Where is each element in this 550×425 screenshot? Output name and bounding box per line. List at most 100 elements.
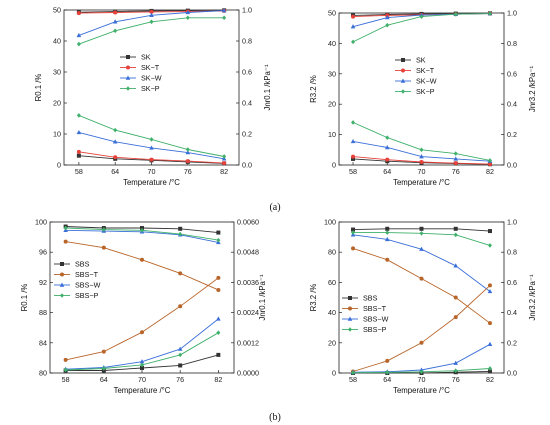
x-axis-label: Temperature /°C	[393, 386, 450, 395]
data-point	[149, 19, 154, 25]
y-right-tick-label: 0.6	[507, 278, 517, 287]
data-point	[113, 127, 118, 133]
chart-panel-3: 80 84 88 92 96 100 0.0000 0.0012 0.0024 0.0036 0.0…	[20, 218, 267, 396]
y-left-tick-label: 88	[39, 308, 47, 317]
data-point	[149, 12, 154, 17]
data-point	[112, 139, 118, 144]
data-point	[178, 352, 183, 358]
legend-label: SBS	[363, 294, 378, 303]
y-left-tick-label: 40	[53, 37, 61, 46]
data-point	[419, 226, 424, 231]
data-point	[487, 283, 492, 288]
legend-label: SBS−P	[363, 325, 387, 334]
data-point	[177, 346, 183, 351]
data-point	[185, 147, 190, 152]
legend-marker	[60, 293, 64, 298]
legend-label: SBS−T	[75, 270, 99, 279]
data-point	[178, 363, 183, 368]
x-tick-label: 64	[383, 375, 391, 384]
legend-label: SK−P	[141, 84, 160, 93]
data-point	[453, 11, 458, 17]
legend-label: SK	[416, 56, 426, 65]
x-axis-label: Temperature /°C	[393, 178, 450, 187]
data-point	[351, 154, 356, 159]
data-point	[350, 138, 356, 144]
x-tick-label: 70	[418, 375, 426, 384]
legend-label: SBS−W	[75, 281, 101, 290]
data-point	[101, 227, 106, 232]
data-point	[419, 14, 424, 19]
data-point	[139, 359, 145, 364]
y-left-axis-label: R3.2 /%	[309, 284, 318, 312]
data-point	[178, 226, 183, 231]
data-point	[385, 257, 390, 262]
data-point	[385, 135, 390, 140]
x-tick-label: 82	[486, 167, 494, 176]
x-tick-label: 76	[184, 167, 192, 176]
panel-label-b: (b)	[269, 412, 281, 423]
y-right-tick-label: 0.0060	[237, 218, 259, 227]
data-point	[453, 295, 458, 300]
series-line	[78, 114, 225, 157]
data-point	[419, 340, 424, 345]
y-left-tick-label: 60	[328, 278, 336, 287]
data-point	[149, 145, 154, 150]
series-left-3	[76, 15, 227, 47]
y-left-tick-label: 50	[53, 6, 61, 15]
data-point	[101, 245, 106, 250]
data-point	[419, 369, 424, 375]
y-right-tick-label: 0.0	[242, 161, 252, 170]
series-left-1	[63, 239, 221, 292]
series-left-3	[351, 11, 492, 45]
data-point	[149, 157, 154, 162]
data-point	[453, 161, 458, 166]
data-point	[419, 246, 424, 251]
data-point	[384, 236, 390, 242]
y-right-tick-label: 0.0000	[237, 369, 259, 378]
y-right-tick-label: 0.0	[507, 369, 517, 378]
data-point	[112, 19, 118, 24]
legend-marker	[348, 327, 352, 332]
data-point	[216, 352, 221, 357]
data-point	[149, 9, 154, 14]
data-point	[453, 151, 458, 156]
y-left-tick-label: 80	[328, 248, 336, 257]
x-tick-label: 76	[176, 375, 184, 384]
y-left-tick-label: 20	[328, 100, 336, 109]
y-right-tick-label: 0.2	[242, 130, 252, 139]
series-left-2	[350, 232, 493, 294]
data-point	[178, 304, 183, 309]
data-point	[487, 158, 492, 163]
x-tick-label: 64	[100, 375, 108, 384]
data-point	[63, 239, 68, 244]
legend-label: SK−P	[416, 87, 435, 96]
data-point	[419, 154, 424, 159]
data-point	[76, 32, 82, 38]
series-left-3	[351, 230, 492, 248]
series-right-3	[351, 366, 492, 375]
y-left-tick-label: 20	[328, 338, 336, 347]
legend-marker	[126, 65, 130, 70]
y-right-tick-label: 0.4	[242, 99, 252, 108]
legend-marker	[401, 89, 405, 94]
data-point	[351, 39, 356, 45]
data-point	[140, 257, 144, 262]
series-right-2	[350, 341, 493, 374]
x-tick-label: 58	[75, 167, 83, 176]
x-tick-label: 76	[452, 167, 460, 176]
series-left-0	[351, 226, 492, 234]
data-point	[453, 156, 459, 161]
x-tick-label: 82	[220, 167, 228, 176]
legend-marker	[348, 296, 352, 300]
data-point	[453, 360, 459, 365]
y-right-tick-label: 0.4	[507, 308, 517, 317]
panel-label-a: (a)	[269, 202, 280, 213]
data-point	[140, 362, 144, 368]
x-tick-label: 70	[418, 167, 426, 176]
data-point	[222, 161, 227, 166]
y-right-tick-label: 1.0	[507, 9, 517, 18]
data-point	[76, 41, 81, 47]
data-point	[385, 358, 390, 363]
